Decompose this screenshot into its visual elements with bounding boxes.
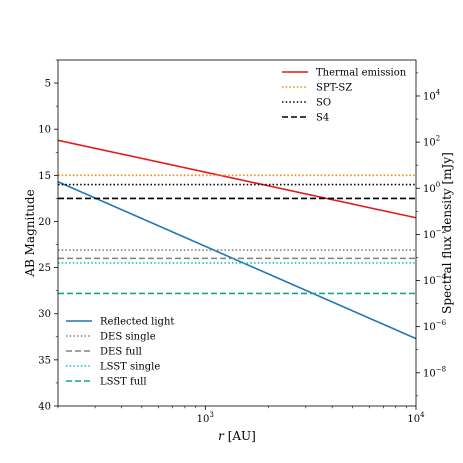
y-right-tick-label: 10−2: [423, 227, 446, 241]
legend-label-des-full: DES full: [100, 347, 142, 358]
y-left-tick-label: 10: [38, 125, 51, 136]
y-left-tick-label: 40: [38, 402, 51, 413]
y-right-tick-label: 104: [423, 88, 441, 102]
legend-label-s4: S4: [316, 113, 329, 124]
legend-top-right: Thermal emission SPT-SZ SO S4: [282, 68, 407, 124]
y-left-tick-label: 30: [38, 309, 51, 320]
legend-label-so: SO: [316, 98, 331, 109]
y-axis-label-left: AB Magnitude: [23, 189, 37, 277]
y-left-tick-label: 15: [38, 171, 51, 182]
series-reflected-light: [58, 181, 416, 340]
legend-bottom-left: Reflected light DES single DES full LSST si…: [66, 317, 174, 388]
ticks-layer: 103 104 5 10 15 20 25 30 35 40 104 102 100 10−2 10−4 10…: [38, 59, 447, 425]
series-thermal-emission: [58, 139, 416, 219]
y-right-tick-label: 10−8: [423, 365, 446, 379]
legend-label-reflected-light: Reflected light: [100, 317, 174, 328]
y-left-tick-label: 5: [45, 79, 51, 90]
legend-label-spt-sz: SPT-SZ: [316, 83, 352, 94]
legend-label-thermal-emission: Thermal emission: [316, 68, 407, 79]
series-layer: [58, 139, 416, 340]
y-axis-label-right: Spectral flux density [mJy]: [440, 152, 454, 314]
y-right-tick-label: 10−4: [423, 273, 447, 287]
x-axis-label: r [AU]: [218, 429, 256, 443]
y-right-tick-label: 100: [423, 181, 440, 195]
y-left-tick-label: 35: [38, 355, 51, 366]
legend-label-lsst-full: LSST full: [100, 377, 147, 388]
y-left-tick-label: 25: [38, 263, 51, 274]
y-right-tick-label: 10−6: [423, 319, 447, 333]
y-left-tick-label: 20: [38, 217, 51, 228]
plot-frame: [57, 59, 417, 407]
y-right-tick-label: 102: [423, 135, 440, 149]
x-tick-label: 103: [197, 411, 214, 425]
legend-label-lsst-single: LSST single: [100, 362, 160, 373]
legend-label-des-single: DES single: [100, 332, 156, 343]
x-tick-label: 104: [407, 411, 425, 425]
